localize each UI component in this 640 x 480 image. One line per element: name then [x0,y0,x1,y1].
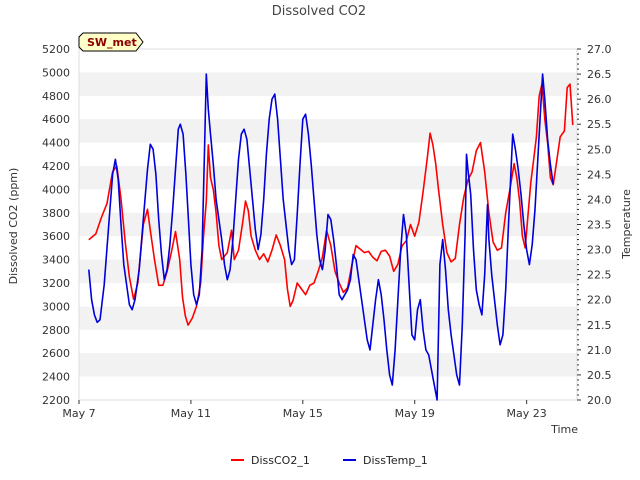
series-line-disstemp-1 [88,73,554,401]
x-axis-title: Time [550,423,578,436]
y-tick-label: 3800 [42,207,70,220]
y2-tick-label: 20.5 [587,369,612,382]
y-axis-left: 2200 2400 2600 2800 3000 3200 3400 3600 3800 4000… [42,43,70,407]
y2-tick-label: 26.0 [587,93,612,106]
x-tick-label: May 23 [507,407,547,420]
legend-item-label: DissTemp_1 [363,454,428,467]
y2-tick-label: 20.0 [587,394,612,407]
y-tick-label: 4600 [42,113,70,126]
y2-tick-label: 23.0 [587,244,612,257]
y-tick-label: 4800 [42,90,70,103]
x-axis: May 7 May 11 May 15 May 19 May 23 [62,400,547,420]
y-tick-label: 2600 [42,347,70,360]
y2-tick-label: 22.5 [587,269,612,282]
y2-tick-label: 21.0 [587,344,612,357]
y2-tick-label: 25.5 [587,118,612,131]
y-tick-label: 5200 [42,43,70,56]
y-tick-label: 3600 [42,230,70,243]
y2-tick-label: 26.5 [587,68,612,81]
plot-band [79,166,577,190]
plot-band [79,72,577,96]
y-tick-label: 4200 [42,160,70,173]
y-axis-title: Dissolved CO2 (ppm) [7,168,20,285]
y-tick-label: 4000 [42,183,70,196]
legend-item-label: DissCO2_1 [251,454,310,467]
x-tick-label: May 7 [62,407,95,420]
series-layer [88,73,574,401]
y-tick-label: 2800 [42,324,70,337]
plot-band [79,259,577,283]
y2-axis-title: Temperature [620,189,633,260]
y-tick-label: 4400 [42,137,70,150]
y2-tick-label: 23.5 [587,219,612,232]
y2-tick-label: 22.0 [587,294,612,307]
y-tick-label: 3200 [42,277,70,290]
plot-band [79,353,577,377]
y2-tick-label: 21.5 [587,319,612,332]
y2-tick-label: 24.5 [587,168,612,181]
y-tick-label: 2400 [42,371,70,384]
x-tick-label: May 15 [283,407,323,420]
chart-title: Dissolved CO2 [272,4,366,19]
x-tick-label: May 19 [395,407,435,420]
y2-tick-label: 25.0 [587,143,612,156]
plot-band [79,306,577,330]
legend: DissCO2_1 DissTemp_1 [231,454,428,467]
y-tick-label: 3000 [42,300,70,313]
y-tick-label: 5000 [42,66,70,79]
x-tick-label: May 11 [171,407,211,420]
y2-tick-label: 27.0 [587,43,612,56]
site-tag-label: SW_met [87,36,137,49]
y-tick-label: 2200 [42,394,70,407]
plot-band [79,119,577,143]
site-tag: SW_met [78,32,144,52]
y-tick-label: 3400 [42,254,70,267]
y2-tick-label: 24.0 [587,193,612,206]
y-axis-right: 20.0 20.5 21.0 21.5 22.0 22.5 23.0 23.5 24.0 24.5… [577,43,612,407]
